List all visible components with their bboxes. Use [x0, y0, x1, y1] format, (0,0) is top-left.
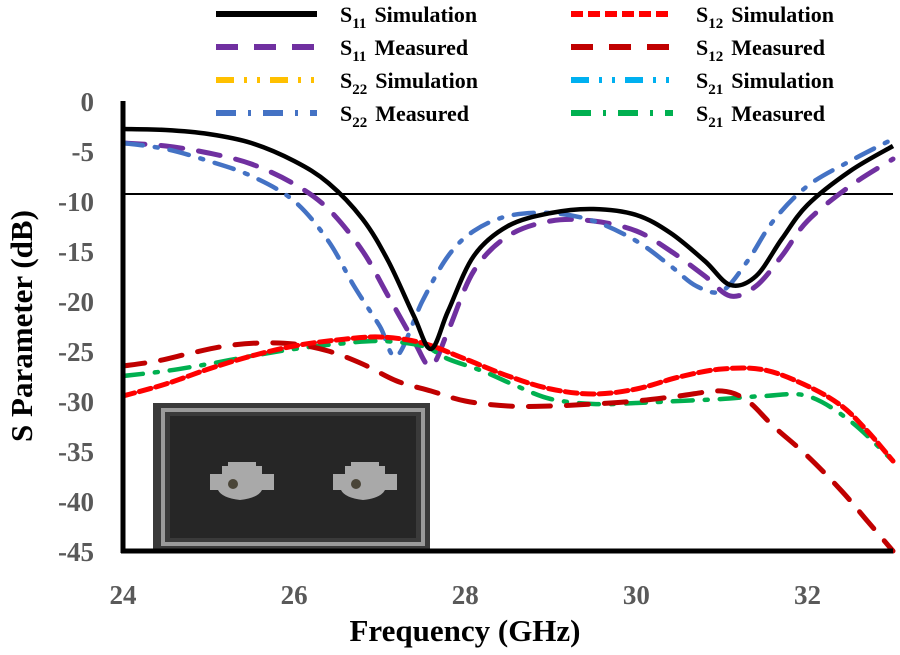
legend-label: S12 Measured: [696, 35, 825, 65]
legend-item: S12 Simulation: [571, 2, 834, 32]
legend-label: S11 Simulation: [340, 2, 477, 32]
x-tick-label: 30: [623, 580, 650, 610]
legend-item: S22 Simulation: [216, 68, 478, 98]
axes: [120, 101, 893, 554]
series-s12-simulation: [120, 334, 896, 464]
tick-labels: 24 26 28 30 32 0 -5 -10 -15 -20 -25 -30 -35 -40 -45: [58, 87, 821, 610]
legend-item: S21 Simulation: [571, 68, 834, 98]
x-tick-label: 26: [281, 580, 308, 610]
legend-label: S22 Measured: [340, 101, 469, 131]
series-s11-simulation: [122, 126, 895, 352]
legend-item: S12 Measured: [571, 35, 825, 65]
series-s12-measured: [120, 340, 896, 554]
x-axis-title: Frequency (GHz): [349, 613, 580, 648]
legend-label: S21 Measured: [696, 101, 825, 131]
x-tick-label: 32: [794, 580, 821, 610]
y-tick-label: 0: [81, 87, 95, 117]
y-tick-label: -40: [58, 487, 94, 517]
inset-antenna-element-right: [333, 462, 397, 500]
legend-item: S11 Simulation: [216, 2, 477, 32]
y-tick-label: -20: [58, 287, 94, 317]
legend-label: S11 Measured: [340, 35, 468, 65]
legend-label: S22 Simulation: [340, 68, 478, 98]
x-tick-label: 24: [110, 580, 137, 610]
legend-item: S11 Measured: [216, 35, 468, 65]
legend-label: S12 Simulation: [696, 2, 834, 32]
x-tick-label: 28: [452, 580, 479, 610]
y-axis-title: S Parameter (dB): [4, 210, 39, 442]
series-s21-measured: [120, 338, 896, 464]
y-tick-label: -10: [58, 187, 94, 217]
series-s11-measured: [120, 140, 896, 369]
y-tick-label: -35: [58, 437, 94, 467]
y-tick-label: -5: [72, 137, 95, 167]
y-tick-label: -25: [58, 337, 94, 367]
series-layer: [120, 126, 896, 554]
inset-board-border: [161, 408, 425, 546]
series-s22-measured: [120, 136, 896, 359]
legend-item: S21 Measured: [571, 101, 825, 131]
y-tick-label: -15: [58, 237, 94, 267]
y-tick-label: -30: [58, 387, 94, 417]
y-tick-label: -45: [58, 537, 94, 567]
legend-item: S22 Measured: [216, 101, 469, 131]
inset-antenna-element-left: [210, 462, 274, 500]
legend-label: S21 Simulation: [696, 68, 834, 98]
prototype-photo-inset: [153, 403, 430, 550]
